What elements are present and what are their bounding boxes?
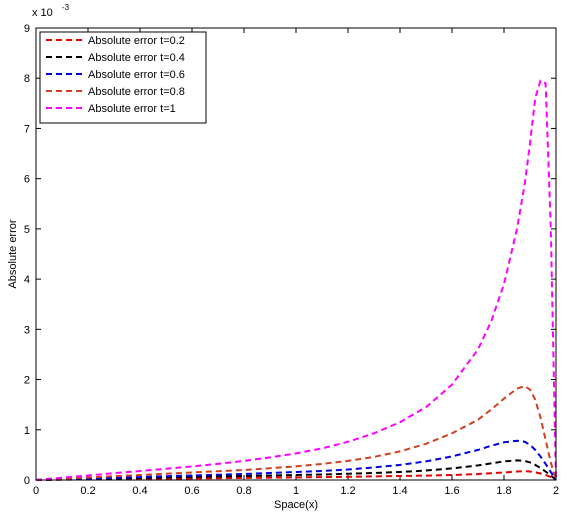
y-tick-label: 5 (24, 224, 30, 236)
y-exponent-power: -3 (62, 3, 70, 12)
legend-label-5: Absolute error t=1 (88, 103, 176, 115)
x-tick-label: 2 (553, 485, 559, 497)
y-axis-label: Absolute error (7, 219, 19, 288)
y-tick-label: 8 (24, 73, 30, 85)
y-tick-label: 7 (24, 123, 30, 135)
series-line-5 (35, 79, 557, 481)
y-tick-label: 4 (24, 274, 30, 286)
legend-label-3: Absolute error t=0.6 (88, 69, 185, 81)
x-tick-label: 0.2 (80, 485, 95, 497)
y-tick-label: 9 (24, 23, 30, 35)
y-axis-ticks: 0 1 2 3 4 5 6 7 8 9 (24, 23, 556, 487)
y-tick-label: 6 (24, 174, 30, 186)
x-axis-label: Space(x) (274, 499, 318, 511)
series-line-2 (35, 459, 557, 481)
y-tick-label: 1 (24, 425, 30, 437)
x-tick-label: 0.4 (132, 485, 147, 497)
series-line-1 (35, 470, 557, 481)
x-tick-label: 1.2 (340, 485, 355, 497)
legend-label-2: Absolute error t=0.4 (88, 52, 185, 64)
plot-frame (35, 27, 557, 481)
legend-label-1: Absolute error t=0.2 (88, 35, 185, 47)
x-tick-label: 0 (33, 485, 39, 497)
y-tick-label: 0 (24, 475, 30, 487)
series-line-3 (35, 439, 557, 481)
series-layer (35, 79, 557, 481)
y-tick-label: 3 (24, 324, 30, 336)
x-tick-label: 1 (293, 485, 299, 497)
x-tick-label: 1.4 (392, 485, 407, 497)
x-tick-label: 0.8 (236, 485, 251, 497)
legend-label-4: Absolute error t=0.8 (88, 86, 185, 98)
series-line-4 (35, 385, 557, 481)
x-tick-label: 0.6 (184, 485, 199, 497)
x-tick-label: 1.6 (444, 485, 459, 497)
y-tick-label: 2 (24, 375, 30, 387)
y-exponent-base: x 10 (32, 7, 53, 19)
legend: Absolute error t=0.2 Absolute error t=0.4… (39, 31, 207, 124)
x-tick-label: 1.8 (496, 485, 511, 497)
